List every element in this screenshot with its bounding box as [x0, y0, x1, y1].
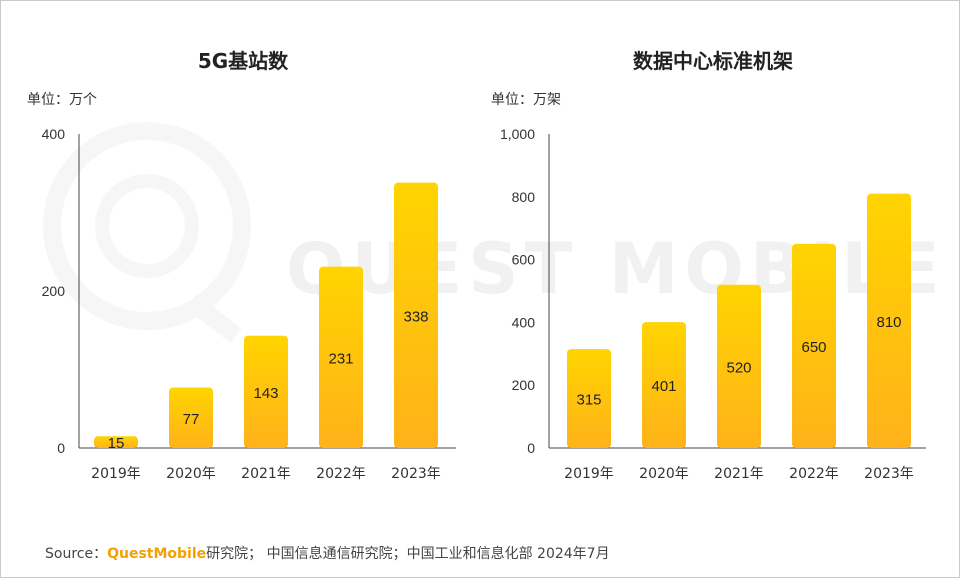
chart-title-left: 5G基站数 — [197, 49, 289, 73]
y-tick-label: 600 — [512, 252, 536, 268]
bar-value-label: 15 — [108, 435, 125, 452]
x-tick-label: 2022年 — [789, 466, 839, 482]
bar-value-label: 338 — [403, 308, 428, 325]
bar — [94, 436, 138, 448]
x-tick-label: 2023年 — [864, 466, 914, 482]
y-tick-label: 200 — [512, 377, 536, 393]
bar — [319, 266, 363, 448]
source-brand: QuestMobile — [107, 546, 207, 562]
bar — [244, 335, 288, 448]
x-tick-label: 2023年 — [391, 466, 441, 482]
bar — [717, 284, 761, 448]
bar-value-label: 77 — [183, 411, 200, 428]
x-tick-label: 2022年 — [316, 466, 366, 482]
bar-value-label: 143 — [253, 385, 278, 402]
y-tick-label: 400 — [42, 126, 66, 142]
bar — [792, 243, 836, 448]
bar-value-label: 520 — [726, 359, 751, 376]
bar — [867, 193, 911, 448]
bar-value-label: 650 — [801, 339, 826, 356]
bar-value-label: 315 — [576, 392, 601, 409]
y-tick-label: 0 — [527, 440, 535, 456]
y-tick-label: 400 — [512, 314, 536, 330]
x-tick-label: 2021年 — [241, 466, 291, 482]
x-tick-label: 2020年 — [166, 466, 216, 482]
x-tick-label: 2021年 — [714, 466, 764, 482]
y-tick-label: 800 — [512, 189, 536, 205]
y-tick-label: 0 — [57, 440, 65, 456]
bar-value-label: 231 — [328, 350, 353, 367]
x-tick-label: 2019年 — [564, 466, 614, 482]
y-tick-label: 200 — [42, 283, 66, 299]
bar — [567, 349, 611, 448]
y-tick-label: 1,000 — [500, 126, 535, 142]
source-prefix: Source： — [45, 546, 108, 562]
source-rest: 研究院； 中国信息通信研究院；中国工业和信息化部 2024年7月 — [206, 546, 610, 562]
unit-label-left: 单位：万个 — [27, 92, 97, 108]
x-tick-label: 2019年 — [91, 466, 141, 482]
bar-value-label: 401 — [651, 378, 676, 395]
bar-value-label: 810 — [876, 314, 901, 331]
bar — [642, 322, 686, 448]
chart-title-right: 数据中心标准机架 — [633, 49, 793, 73]
bar — [394, 182, 438, 449]
source-note: Source：QuestMobile研究院； 中国信息通信研究院；中国工业和信息… — [45, 543, 610, 563]
bar — [169, 387, 213, 448]
unit-label-right: 单位：万架 — [491, 92, 561, 108]
x-tick-label: 2020年 — [639, 466, 689, 482]
